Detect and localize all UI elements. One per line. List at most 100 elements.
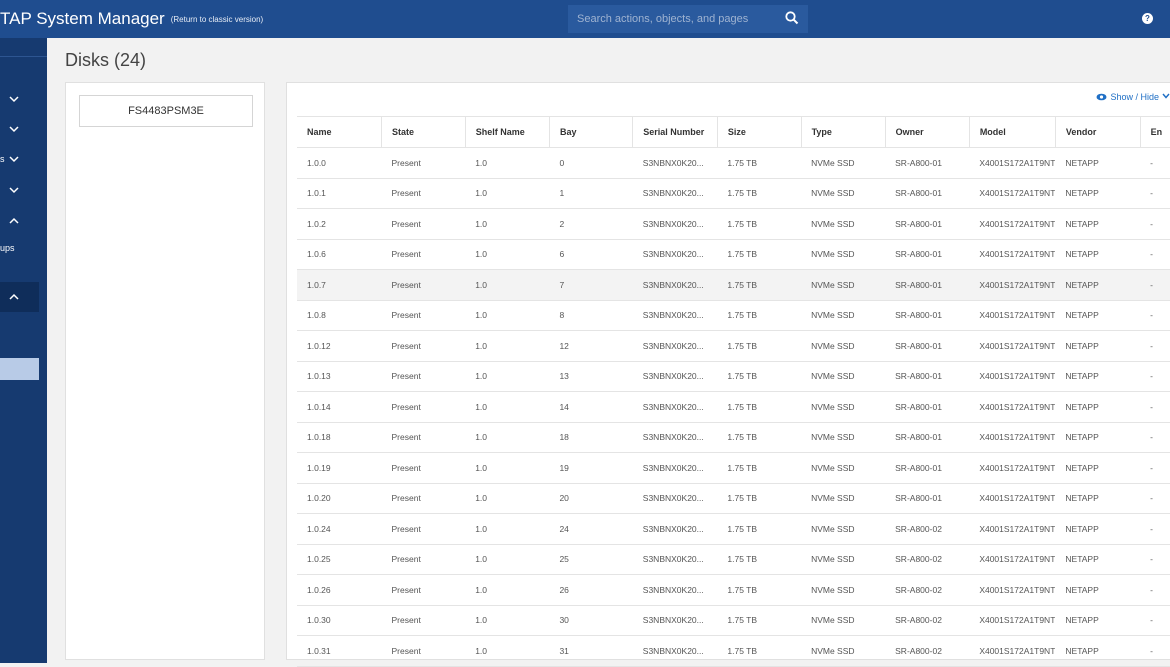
- table-cell: Present: [381, 452, 466, 484]
- table-cell: S3NBNX0K20...: [632, 239, 718, 270]
- show-hide-button[interactable]: Show / Hide: [1096, 92, 1170, 102]
- table-cell: SR-A800-02: [885, 605, 970, 636]
- table-cell: 1.0: [465, 300, 550, 331]
- sidebar-item-label[interactable]: ups: [0, 243, 15, 253]
- chevron-down-icon[interactable]: [9, 156, 19, 163]
- table-cell: S3NBNX0K20...: [632, 605, 718, 636]
- table-cell: 1.75 TB: [717, 147, 802, 179]
- table-row[interactable]: 1.0.31 Present 1.0 31 S3NBNX0K20... 1.75 TB NV…: [297, 635, 1170, 667]
- table-cell: 1.0: [465, 483, 550, 514]
- node-panel: FS4483PSM3E: [65, 82, 265, 660]
- table-cell: Present: [381, 605, 466, 636]
- table-cell: X4001S172A1T9NT: [969, 300, 1056, 331]
- table-row[interactable]: 1.0.1 Present 1.0 1 S3NBNX0K20... 1.75 TB NVMe…: [297, 178, 1170, 209]
- chevron-down-icon[interactable]: [9, 96, 19, 103]
- table-cell: NVMe SSD: [801, 422, 886, 453]
- table-row[interactable]: 1.0.13 Present 1.0 13 S3NBNX0K20... 1.75 TB NV…: [297, 361, 1170, 392]
- return-classic-link[interactable]: (Return to classic version): [170, 15, 264, 24]
- table-cell: NVMe SSD: [801, 361, 886, 392]
- table-cell: -: [1140, 605, 1170, 636]
- table-cell: 1.0: [465, 269, 550, 301]
- column-header[interactable]: Bay: [548, 116, 633, 148]
- column-header[interactable]: State: [381, 116, 466, 148]
- table-row[interactable]: 1.0.25 Present 1.0 25 S3NBNX0K20... 1.75 TB NV…: [297, 544, 1170, 575]
- sidebar-item-active[interactable]: [0, 358, 39, 380]
- table-cell: 1.0: [465, 178, 550, 209]
- sidebar-item-label[interactable]: s: [0, 154, 5, 164]
- table-row[interactable]: 1.0.8 Present 1.0 8 S3NBNX0K20... 1.75 TB NVMe…: [297, 300, 1170, 331]
- table-row[interactable]: 1.0.24 Present 1.0 24 S3NBNX0K20... 1.75 TB NV…: [297, 513, 1170, 545]
- table-cell: Present: [381, 574, 466, 606]
- table-cell: 1.75 TB: [717, 605, 802, 636]
- column-header[interactable]: Owner: [884, 116, 970, 148]
- table-cell: Present: [381, 513, 466, 545]
- table-cell: 1.0.25: [297, 544, 382, 575]
- chevron-up-icon[interactable]: [9, 293, 19, 300]
- column-header[interactable]: Vendor: [1054, 116, 1141, 148]
- table-cell: 19: [549, 452, 633, 484]
- table-cell: NETAPP: [1055, 147, 1141, 179]
- table-cell: X4001S172A1T9NT: [969, 208, 1056, 240]
- chevron-up-icon[interactable]: [9, 217, 19, 224]
- table-row[interactable]: 1.0.0 Present 1.0 0 S3NBNX0K20... 1.75 TB NVMe…: [297, 147, 1170, 179]
- table-cell: SR-A800-01: [885, 300, 970, 331]
- table-cell: X4001S172A1T9NT: [969, 422, 1056, 453]
- table-cell: 1.0.26: [297, 574, 382, 606]
- column-header[interactable]: Type: [800, 116, 886, 148]
- table-cell: NETAPP: [1055, 208, 1141, 240]
- table-cell: Present: [381, 483, 466, 514]
- table-cell: -: [1140, 208, 1170, 240]
- table-cell: SR-A800-01: [885, 361, 970, 392]
- table-row[interactable]: 1.0.18 Present 1.0 18 S3NBNX0K20... 1.75 TB NV…: [297, 422, 1170, 453]
- table-cell: 1.75 TB: [717, 452, 802, 484]
- sidebar-divider: [0, 56, 47, 57]
- table-cell: 1.75 TB: [717, 178, 802, 209]
- search-icon[interactable]: [784, 10, 800, 26]
- column-header[interactable]: Name: [297, 116, 382, 148]
- table-row[interactable]: 1.0.6 Present 1.0 6 S3NBNX0K20... 1.75 TB NVMe…: [297, 239, 1170, 270]
- sidebar: s ups: [0, 38, 47, 663]
- column-header[interactable]: Model: [968, 116, 1056, 148]
- chevron-down-icon[interactable]: [9, 126, 19, 133]
- table-cell: Present: [381, 269, 466, 301]
- node-item[interactable]: FS4483PSM3E: [79, 95, 253, 127]
- table-cell: Present: [381, 361, 466, 392]
- table-row[interactable]: 1.0.26 Present 1.0 26 S3NBNX0K20... 1.75 TB NV…: [297, 574, 1170, 606]
- table-cell: 1.75 TB: [717, 422, 802, 453]
- table-row[interactable]: 1.0.19 Present 1.0 19 S3NBNX0K20... 1.75 TB NV…: [297, 452, 1170, 484]
- table-row[interactable]: 1.0.12 Present 1.0 12 S3NBNX0K20... 1.75 TB NV…: [297, 330, 1170, 362]
- column-header[interactable]: Size: [716, 116, 802, 148]
- table-cell: -: [1140, 239, 1170, 270]
- column-header[interactable]: En: [1139, 116, 1170, 148]
- table-cell: 1.0.14: [297, 391, 382, 423]
- table-cell: SR-A800-01: [885, 391, 970, 423]
- table-cell: NVMe SSD: [801, 544, 886, 575]
- table-cell: NETAPP: [1055, 239, 1141, 270]
- table-cell: -: [1140, 513, 1170, 545]
- table-row[interactable]: 1.0.20 Present 1.0 20 S3NBNX0K20... 1.75 TB NV…: [297, 483, 1170, 514]
- table-cell: Present: [381, 300, 466, 331]
- table-cell: 2: [549, 208, 633, 240]
- column-header[interactable]: Shelf Name: [464, 116, 550, 148]
- sidebar-section-header[interactable]: [0, 282, 39, 312]
- table-cell: NETAPP: [1055, 422, 1141, 453]
- table-row[interactable]: 1.0.7 Present 1.0 7 S3NBNX0K20... 1.75 TB NVMe…: [297, 269, 1170, 301]
- table-cell: NVMe SSD: [801, 391, 886, 423]
- table-row[interactable]: 1.0.30 Present 1.0 30 S3NBNX0K20... 1.75 TB NV…: [297, 605, 1170, 636]
- table-cell: S3NBNX0K20...: [632, 635, 718, 667]
- table-cell: -: [1140, 147, 1170, 179]
- table-cell: SR-A800-01: [885, 208, 970, 240]
- table-row[interactable]: 1.0.14 Present 1.0 14 S3NBNX0K20... 1.75 TB NV…: [297, 391, 1170, 423]
- table-cell: X4001S172A1T9NT: [969, 361, 1056, 392]
- table-cell: NVMe SSD: [801, 300, 886, 331]
- table-cell: 1.0.13: [297, 361, 382, 392]
- table-cell: 1.0.1: [297, 178, 382, 209]
- help-icon[interactable]: ?: [1142, 13, 1153, 24]
- column-header[interactable]: Serial Number: [632, 116, 718, 148]
- table-row[interactable]: 1.0.2 Present 1.0 2 S3NBNX0K20... 1.75 TB NVMe…: [297, 208, 1170, 240]
- table-cell: 1.0: [465, 361, 550, 392]
- table-cell: Present: [381, 239, 466, 270]
- global-search-input[interactable]: Search actions, objects, and pages: [568, 5, 808, 33]
- table-cell: SR-A800-01: [885, 483, 970, 514]
- chevron-down-icon[interactable]: [9, 187, 19, 194]
